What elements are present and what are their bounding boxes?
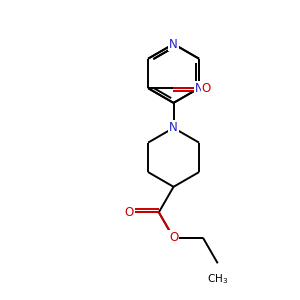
Text: O: O bbox=[125, 206, 134, 219]
Text: CH$_3$: CH$_3$ bbox=[207, 272, 228, 286]
Text: N: N bbox=[195, 82, 203, 95]
Text: O: O bbox=[169, 231, 178, 244]
Text: N: N bbox=[169, 122, 178, 134]
Text: O: O bbox=[202, 82, 211, 95]
Text: N: N bbox=[169, 38, 178, 50]
